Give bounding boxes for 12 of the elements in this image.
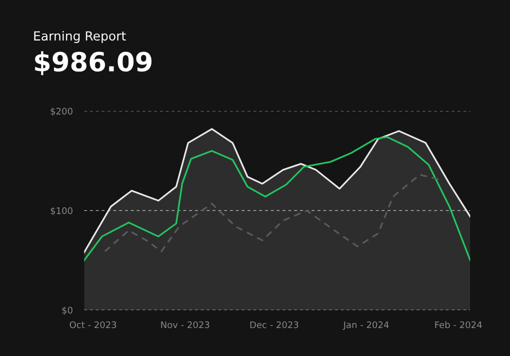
x-tick-label: Feb - 2024 bbox=[435, 321, 482, 328]
x-tick-label: Jan - 2024 bbox=[342, 321, 389, 330]
line-series bbox=[104, 174, 442, 252]
x-tick-label: Nov - 2023 bbox=[161, 321, 210, 328]
y-tick-label: $100 bbox=[50, 207, 72, 216]
chart-subtitle: $986.09 bbox=[35, 51, 152, 76]
x-tick-label: Dec - 2023 bbox=[250, 321, 298, 328]
x-tick-label: Oct - 2023 bbox=[70, 321, 116, 328]
y-tick-label: $200 bbox=[50, 108, 72, 116]
y-tick-label: $0 bbox=[62, 306, 72, 315]
chart-title: Earning Report bbox=[34, 30, 126, 44]
line-series bbox=[84, 136, 470, 262]
